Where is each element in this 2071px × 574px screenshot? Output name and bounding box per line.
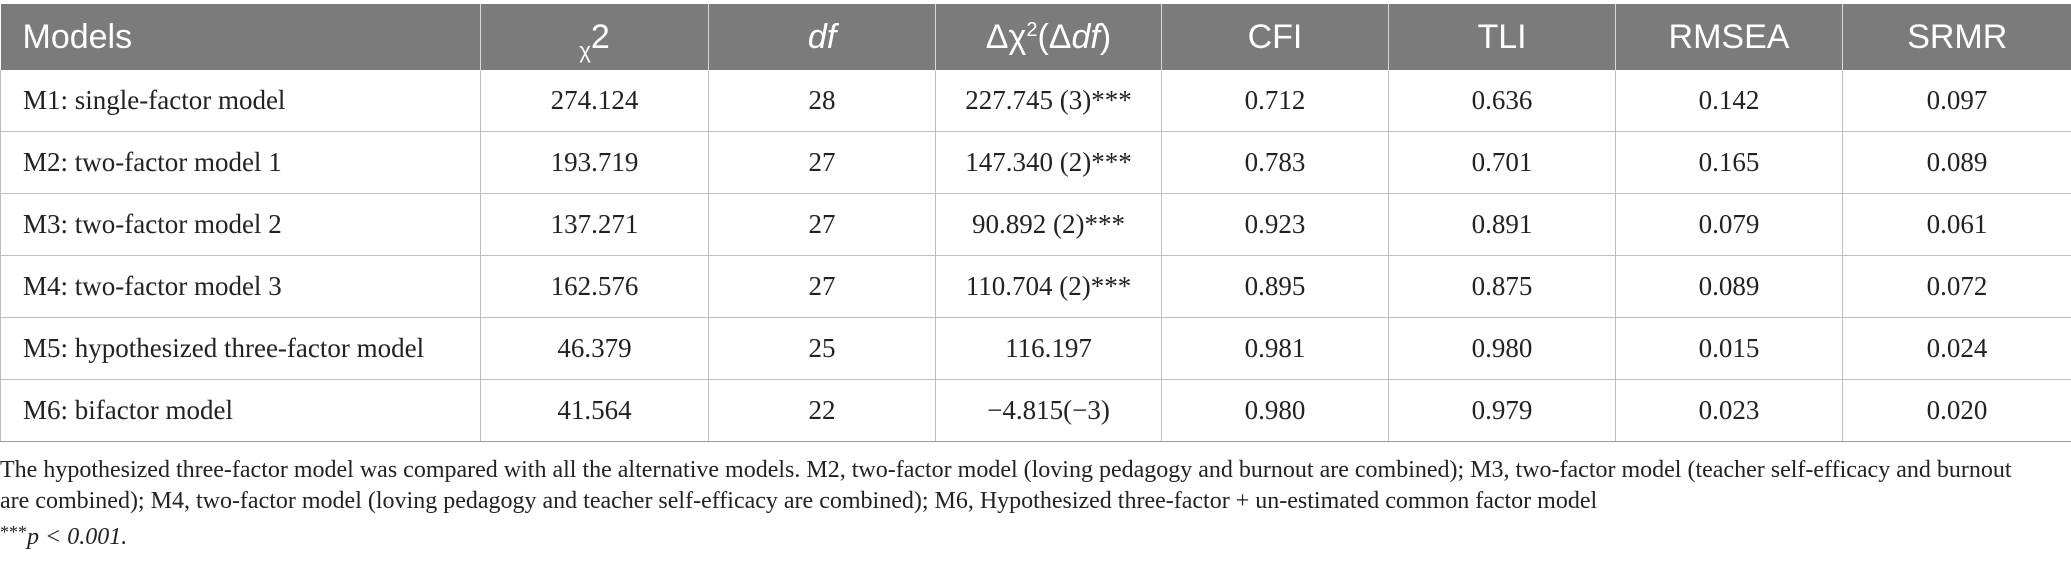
table-row: M3: two-factor model 2 137.271 27 90.892…	[0, 193, 2071, 256]
cell-delta-chi2: 147.340 (2)***	[935, 131, 1162, 194]
table-footnote: The hypothesized three-factor model was …	[0, 442, 2054, 553]
table-row: M6: bifactor model 41.564 22 −4.815(−3) …	[0, 379, 2071, 442]
cell-tli: 0.875	[1388, 255, 1616, 318]
cell-rmsea: 0.089	[1615, 255, 1843, 318]
cell-df: 27	[708, 131, 936, 194]
cell-chi2: 162.576	[480, 255, 709, 318]
cell-model: M1: single-factor model	[0, 70, 481, 132]
table-header-row: Models χ2 df Δχ2(Δdf) CFI TLI RMSEA SRMR	[0, 4, 2071, 70]
cell-tli: 0.891	[1388, 193, 1616, 256]
table-row: M1: single-factor model 274.124 28 227.7…	[0, 70, 2071, 132]
header-chi-two: 2	[590, 17, 610, 56]
cell-rmsea: 0.015	[1615, 317, 1843, 380]
header-chi-symbol: χ	[579, 37, 591, 63]
cell-delta-chi2: 110.704 (2)***	[935, 255, 1162, 318]
footnote-p-value: p < 0.001.	[27, 524, 128, 550]
cell-model: M2: two-factor model 1	[0, 131, 481, 194]
cell-srmr: 0.024	[1842, 317, 2071, 380]
header-rmsea: RMSEA	[1615, 4, 1843, 70]
cell-df: 25	[708, 317, 936, 380]
cell-tli: 0.979	[1388, 379, 1616, 442]
cell-delta-chi2: 227.745 (3)***	[935, 70, 1162, 132]
cell-rmsea: 0.023	[1615, 379, 1843, 442]
cell-df: 22	[708, 379, 936, 442]
cell-tli: 0.980	[1388, 317, 1616, 380]
cell-chi2: 41.564	[480, 379, 709, 442]
cell-rmsea: 0.142	[1615, 70, 1843, 132]
table-row: M2: two-factor model 1 193.719 27 147.34…	[0, 131, 2071, 194]
cell-chi2: 46.379	[480, 317, 709, 380]
cell-df: 28	[708, 70, 936, 132]
cell-cfi: 0.980	[1161, 379, 1389, 442]
cell-model: M6: bifactor model	[0, 379, 481, 442]
cell-srmr: 0.072	[1842, 255, 2071, 318]
cell-rmsea: 0.165	[1615, 131, 1843, 194]
results-table-container: Models χ2 df Δχ2(Δdf) CFI TLI RMSEA SRMR…	[0, 4, 2071, 553]
cell-tli: 0.636	[1388, 70, 1616, 132]
header-df: df	[708, 4, 936, 70]
cell-srmr: 0.061	[1842, 193, 2071, 256]
header-tli: TLI	[1388, 4, 1616, 70]
model-fit-table: Models χ2 df Δχ2(Δdf) CFI TLI RMSEA SRMR…	[0, 4, 2071, 442]
cell-rmsea: 0.079	[1615, 193, 1843, 256]
cell-tli: 0.701	[1388, 131, 1616, 194]
cell-chi2: 193.719	[480, 131, 709, 194]
cell-cfi: 0.712	[1161, 70, 1389, 132]
cell-cfi: 0.895	[1161, 255, 1389, 318]
cell-delta-chi2: 116.197	[935, 317, 1162, 380]
table-row: M4: two-factor model 3 162.576 27 110.70…	[0, 255, 2071, 318]
header-delta-chi: Δχ2(Δdf)	[935, 4, 1162, 70]
cell-model: M5: hypothesized three-factor model	[0, 317, 481, 380]
cell-srmr: 0.089	[1842, 131, 2071, 194]
table-row: M5: hypothesized three-factor model 46.3…	[0, 317, 2071, 380]
cell-srmr: 0.097	[1842, 70, 2071, 132]
cell-cfi: 0.981	[1161, 317, 1389, 380]
cell-srmr: 0.020	[1842, 379, 2071, 442]
cell-delta-chi2: 90.892 (2)***	[935, 193, 1162, 256]
header-srmr: SRMR	[1842, 4, 2071, 70]
cell-df: 27	[708, 255, 936, 318]
cell-cfi: 0.783	[1161, 131, 1389, 194]
cell-chi2: 274.124	[480, 70, 709, 132]
footnote-stars: ***	[0, 522, 27, 542]
header-chi-square: χ2	[480, 4, 709, 70]
cell-chi2: 137.271	[480, 193, 709, 256]
cell-model: M3: two-factor model 2	[0, 193, 481, 256]
cell-delta-chi2: −4.815(−3)	[935, 379, 1162, 442]
cell-model: M4: two-factor model 3	[0, 255, 481, 318]
header-cfi: CFI	[1161, 4, 1389, 70]
cell-df: 27	[708, 193, 936, 256]
footnote-text: The hypothesized three-factor model was …	[0, 457, 2012, 514]
cell-cfi: 0.923	[1161, 193, 1389, 256]
header-models: Models	[0, 4, 481, 70]
